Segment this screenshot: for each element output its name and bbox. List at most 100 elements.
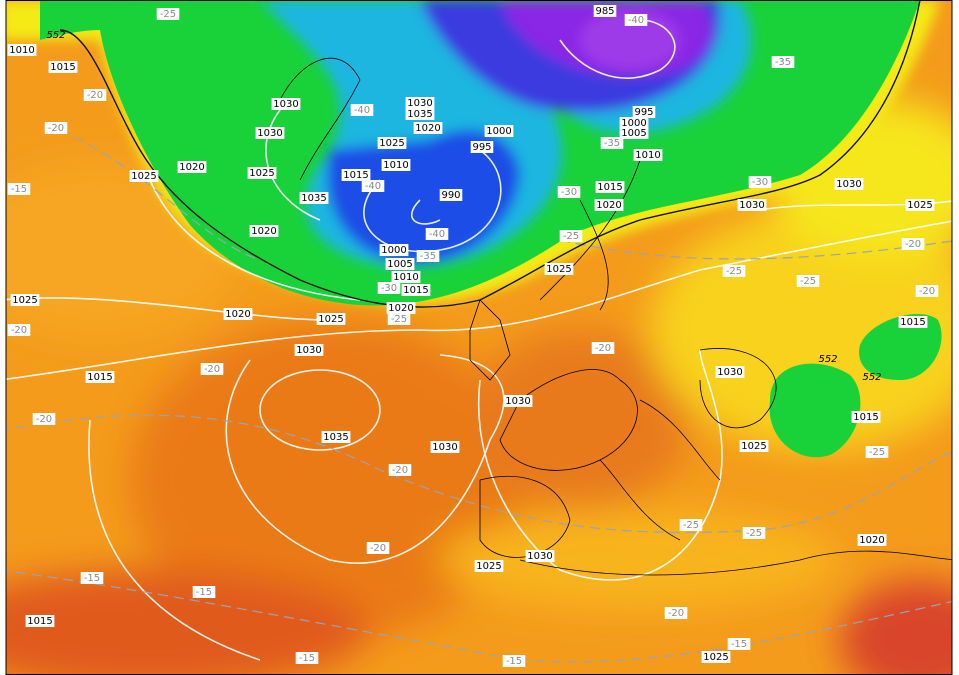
isobar-label: 1015 — [853, 412, 878, 423]
label-box — [316, 313, 346, 325]
temperature-label: -30 — [381, 283, 397, 294]
isobar-label: 1025 — [907, 200, 932, 211]
isobar-label: 1020 — [415, 123, 440, 134]
label-box — [857, 534, 887, 546]
isobar-label: 1020 — [388, 303, 413, 314]
label-box — [294, 344, 324, 356]
temperature-label: -40 — [365, 181, 381, 192]
label-box — [502, 655, 526, 667]
temperature-label: -20 — [87, 90, 103, 101]
label-box — [679, 519, 703, 531]
label-box — [129, 170, 159, 182]
temperature-label: -25 — [683, 520, 699, 531]
isobar-label: 1015 — [27, 616, 52, 627]
label-box — [48, 61, 78, 73]
label-box — [177, 161, 207, 173]
label-box — [200, 363, 224, 375]
temperature-label: -20 — [48, 123, 64, 134]
label-box — [85, 371, 115, 383]
temperature-label: -15 — [84, 573, 100, 584]
isobar-label: 1015 — [87, 372, 112, 383]
isobar-label: 1030 — [527, 551, 552, 562]
isobar-label: 1020 — [179, 162, 204, 173]
label-box — [430, 441, 460, 453]
isobar-label: 1030 — [257, 128, 282, 139]
isobar-label: 1035 — [323, 432, 348, 443]
label-box — [737, 199, 767, 211]
label-box — [405, 97, 435, 109]
label-box — [771, 56, 795, 68]
isobar-label: 1025 — [249, 168, 274, 179]
label-box — [748, 176, 772, 188]
label-box — [619, 117, 649, 129]
label-box — [7, 183, 31, 195]
temperature-label: -25 — [800, 276, 816, 287]
temperature-label: -35 — [604, 138, 620, 149]
label-box — [321, 431, 351, 443]
label-box — [156, 8, 180, 20]
isobar-label: 1030 — [432, 442, 457, 453]
isobar-label: 1015 — [50, 62, 75, 73]
temperature-label: -15 — [731, 639, 747, 650]
isobar-label: 985 — [595, 6, 614, 17]
temperature-label: -40 — [354, 105, 370, 116]
label-box — [299, 192, 329, 204]
temperature-label: -40 — [429, 229, 445, 240]
temperature-label: -30 — [752, 177, 768, 188]
label-box — [557, 186, 581, 198]
isobar-label: 995 — [634, 107, 653, 118]
isobar-label: 1020 — [251, 226, 276, 237]
isobar-label: 1025 — [476, 561, 501, 572]
label-box — [915, 285, 939, 297]
isobar-label: 1015 — [343, 170, 368, 181]
temperature-label: -20 — [668, 608, 684, 619]
temperature-label: -20 — [905, 239, 921, 250]
label-box — [192, 586, 216, 598]
label-box — [439, 189, 463, 201]
label-box — [381, 159, 411, 171]
label-box — [379, 244, 409, 256]
temperature-label: -35 — [775, 57, 791, 68]
label-box — [796, 275, 820, 287]
label-box — [377, 282, 401, 294]
temperature-label: -20 — [370, 543, 386, 554]
label-box — [401, 284, 431, 296]
temperature-label: -25 — [746, 528, 762, 539]
label-box — [387, 313, 411, 325]
temperature-label: -25 — [726, 266, 742, 277]
label-box — [742, 527, 766, 539]
isobar-label: 1025 — [12, 295, 37, 306]
label-box — [361, 180, 385, 192]
temperature-label: -15 — [299, 653, 315, 664]
label-box — [255, 127, 285, 139]
label-box — [416, 250, 440, 262]
label-box — [632, 106, 656, 118]
isobar-label: 1000 — [486, 126, 511, 137]
label-box — [295, 652, 319, 664]
label-box — [341, 169, 371, 181]
label-box — [366, 542, 390, 554]
temperature-label: -20 — [204, 364, 220, 375]
isobar-label: 1005 — [387, 259, 412, 270]
isobar-label: 1015 — [403, 285, 428, 296]
label-box — [619, 127, 649, 139]
temperature-label: -25 — [563, 231, 579, 242]
isobar-label: 990 — [441, 190, 460, 201]
label-box — [595, 181, 625, 193]
isobar-label: 1015 — [597, 182, 622, 193]
label-box — [865, 446, 889, 458]
isobar-label: 1030 — [407, 98, 432, 109]
label-box — [544, 263, 574, 275]
label-box — [7, 324, 31, 336]
isobar-label: 1030 — [739, 200, 764, 211]
isobar-label: 995 — [472, 142, 491, 153]
temperature-label: -20 — [595, 343, 611, 354]
label-box — [559, 230, 583, 242]
label-box — [600, 137, 624, 149]
isobar-label: 1020 — [225, 309, 250, 320]
isobar-label: 1025 — [131, 171, 156, 182]
temperature-label: -15 — [11, 184, 27, 195]
